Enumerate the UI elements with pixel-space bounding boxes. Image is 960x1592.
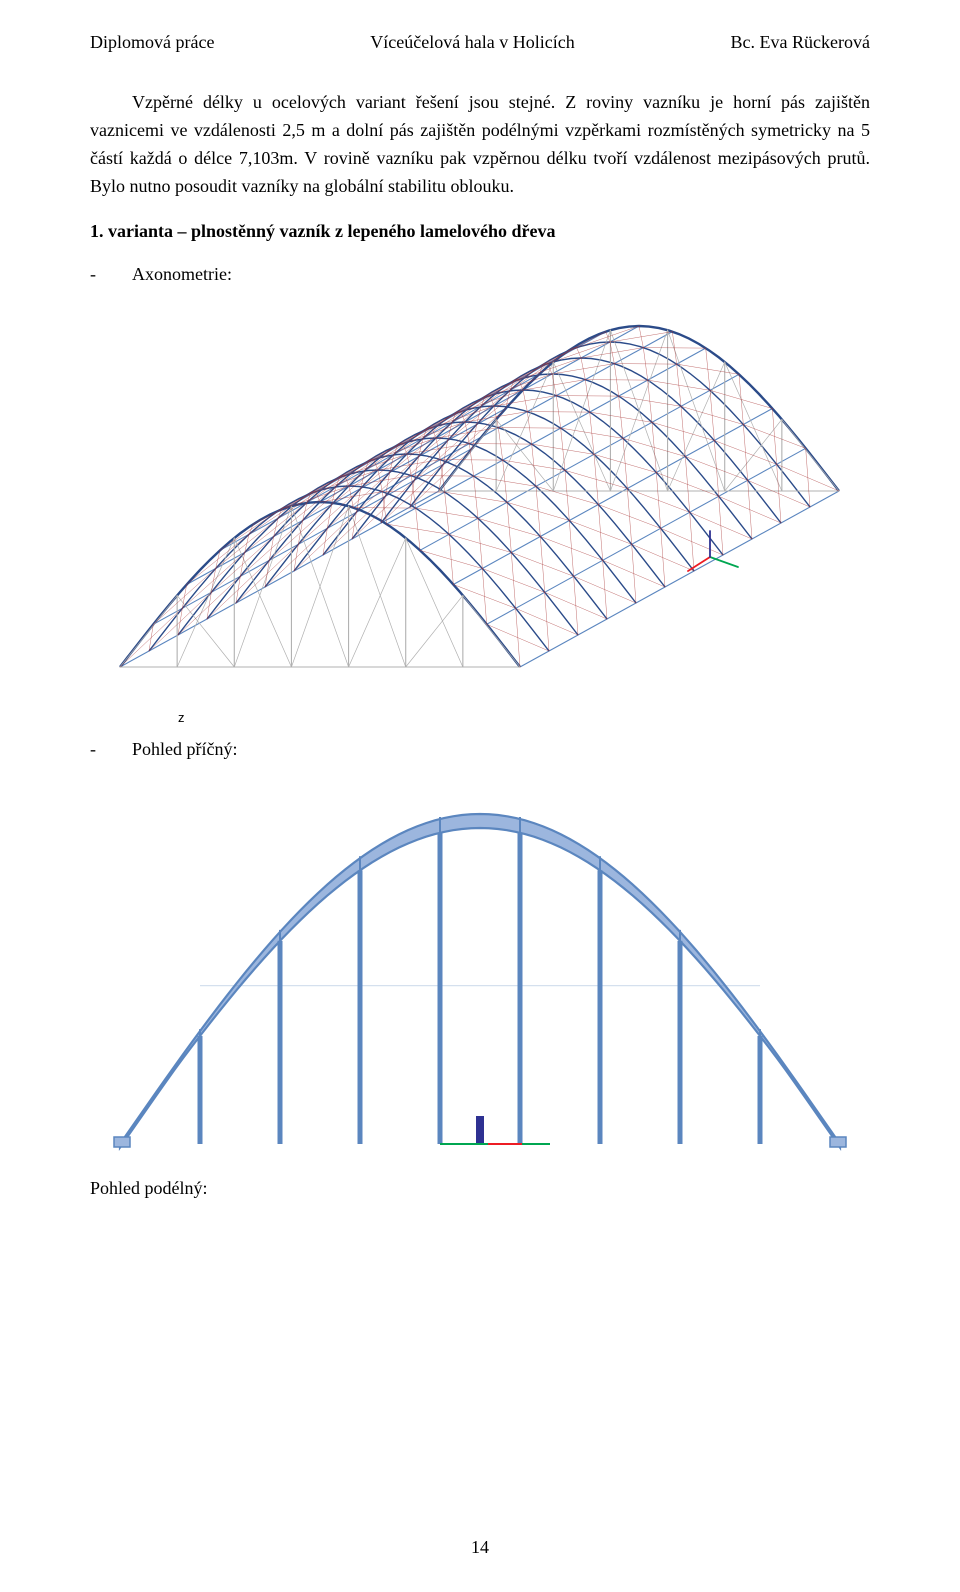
axonometry-label: -Axonometrie:	[90, 264, 870, 285]
cross-view-label: -Pohled příčný:	[90, 739, 870, 760]
axonometric-svg	[90, 297, 870, 717]
page-number: 14	[0, 1537, 960, 1558]
cross-section-figure	[90, 772, 870, 1152]
variant-heading: 1. varianta – plnostěnný vazník z lepené…	[90, 221, 870, 242]
longitudinal-view-label: Pohled podélný:	[90, 1178, 870, 1199]
z-axis-label: z	[178, 710, 185, 725]
page-header: Diplomová práce Víceúčelová hala v Holic…	[90, 32, 870, 53]
cross-section-svg	[90, 772, 870, 1152]
axonometric-figure: z	[90, 297, 870, 717]
header-center: Víceúčelová hala v Holicích	[370, 32, 574, 53]
header-left: Diplomová práce	[90, 32, 214, 53]
header-right: Bc. Eva Rückerová	[731, 32, 870, 53]
paragraph-1: Vzpěrné délky u ocelových variant řešení…	[90, 89, 870, 201]
